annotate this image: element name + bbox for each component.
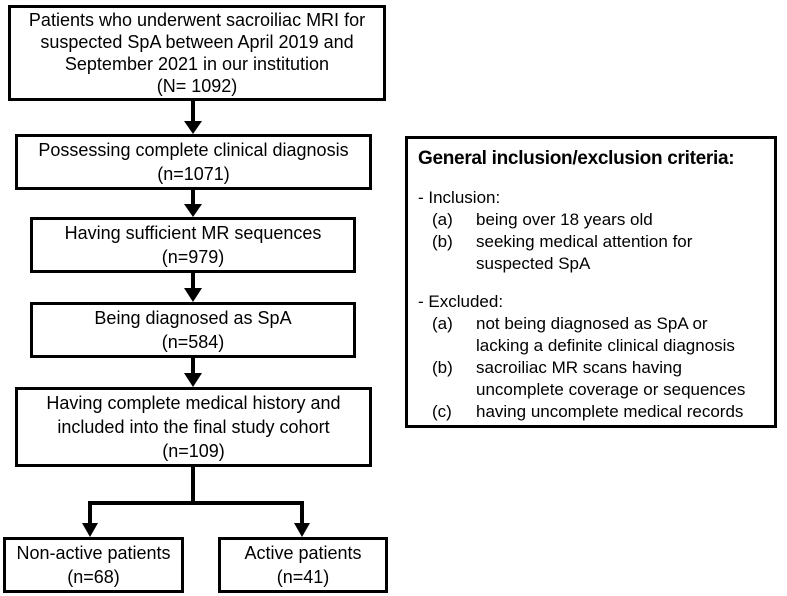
criteria-title: General inclusion/exclusion criteria:	[418, 148, 735, 169]
criteria-item-label: (a)	[432, 210, 453, 229]
flow-box-complete-diagnosis: Possessing complete clinical diagnosis (…	[15, 134, 372, 190]
box-text-line: Patients who underwent sacroiliac MRI fo…	[28, 10, 366, 30]
criteria-item-line: lacking a definite clinical diagnosis	[476, 336, 735, 355]
criteria-heading: - Inclusion:	[418, 188, 501, 207]
box-count: (n=109)	[162, 441, 225, 461]
criteria-panel: General inclusion/exclusion criteria: - …	[405, 136, 777, 428]
criteria-item-line: having uncomplete medical records	[476, 402, 744, 421]
criteria-item-label: (c)	[432, 402, 452, 421]
criteria-item-line: suspected SpA	[476, 254, 591, 273]
criteria-section-excluded: - Excluded: (a) not being diagnosed as S…	[418, 291, 766, 423]
box-text-line: Non-active patients	[16, 543, 171, 563]
flow-box-active-patients: Active patients (n=41)	[218, 537, 388, 593]
box-count: (n=979)	[161, 247, 225, 267]
box-text-line: Being diagnosed as SpA	[94, 308, 292, 328]
arrow-sequences-to-spa	[184, 273, 202, 302]
criteria-item: (a) being over 18 years old	[418, 209, 766, 231]
box-count: (n=584)	[161, 332, 225, 352]
criteria-item-line: seeking medical attention for	[476, 232, 693, 251]
box-count: (n=1071)	[157, 164, 230, 184]
criteria-item: (b) sacroiliac MR scans having uncomplet…	[418, 357, 766, 401]
criteria-item: (c) having uncomplete medical records	[418, 401, 766, 423]
box-count: (n=68)	[67, 567, 120, 587]
box-text-line: Possessing complete clinical diagnosis	[38, 140, 349, 160]
criteria-item: (a) not being diagnosed as SpA or lackin…	[418, 313, 766, 357]
criteria-section-inclusion: - Inclusion: (a) being over 18 years old…	[418, 187, 766, 275]
flow-box-diagnosed-spa: Being diagnosed as SpA (n=584)	[30, 302, 356, 358]
box-text-line: Having complete medical history and	[46, 393, 341, 413]
arrow-spa-to-cohort	[184, 358, 202, 387]
box-text-line: Active patients	[244, 543, 362, 563]
box-count: (N= 1092)	[156, 76, 238, 96]
flow-box-sufficient-sequences: Having sufficient MR sequences (n=979)	[30, 217, 356, 273]
criteria-item: (b) seeking medical attention for suspec…	[418, 231, 766, 275]
box-text-line: included into the final study cohort	[57, 417, 330, 437]
box-text-line: September 2021 in our institution	[64, 54, 330, 74]
criteria-item-line: not being diagnosed as SpA or	[476, 314, 708, 333]
box-text-line: Having sufficient MR sequences	[64, 223, 322, 243]
criteria-item-line: uncomplete coverage or sequences	[476, 380, 746, 399]
flow-box-screened-patients: Patients who underwent sacroiliac MRI fo…	[8, 5, 386, 101]
criteria-item-label: (b)	[432, 358, 453, 377]
arrow-diagnosis-to-sequences	[184, 190, 202, 217]
criteria-heading: - Excluded:	[418, 292, 504, 311]
box-count: (n=41)	[276, 567, 330, 587]
criteria-item-line: sacroiliac MR scans having	[476, 358, 682, 377]
branch-cohort-to-groups	[82, 467, 310, 537]
box-text-line: suspected SpA between April 2019 and	[40, 32, 354, 52]
criteria-item-label: (b)	[432, 232, 453, 251]
flow-box-non-active-patients: Non-active patients (n=68)	[3, 537, 184, 593]
criteria-item-label: (a)	[432, 314, 453, 333]
criteria-item-line: being over 18 years old	[476, 210, 653, 229]
arrow-screened-to-diagnosis	[184, 101, 202, 134]
flow-box-final-cohort: Having complete medical history and incl…	[15, 387, 372, 467]
